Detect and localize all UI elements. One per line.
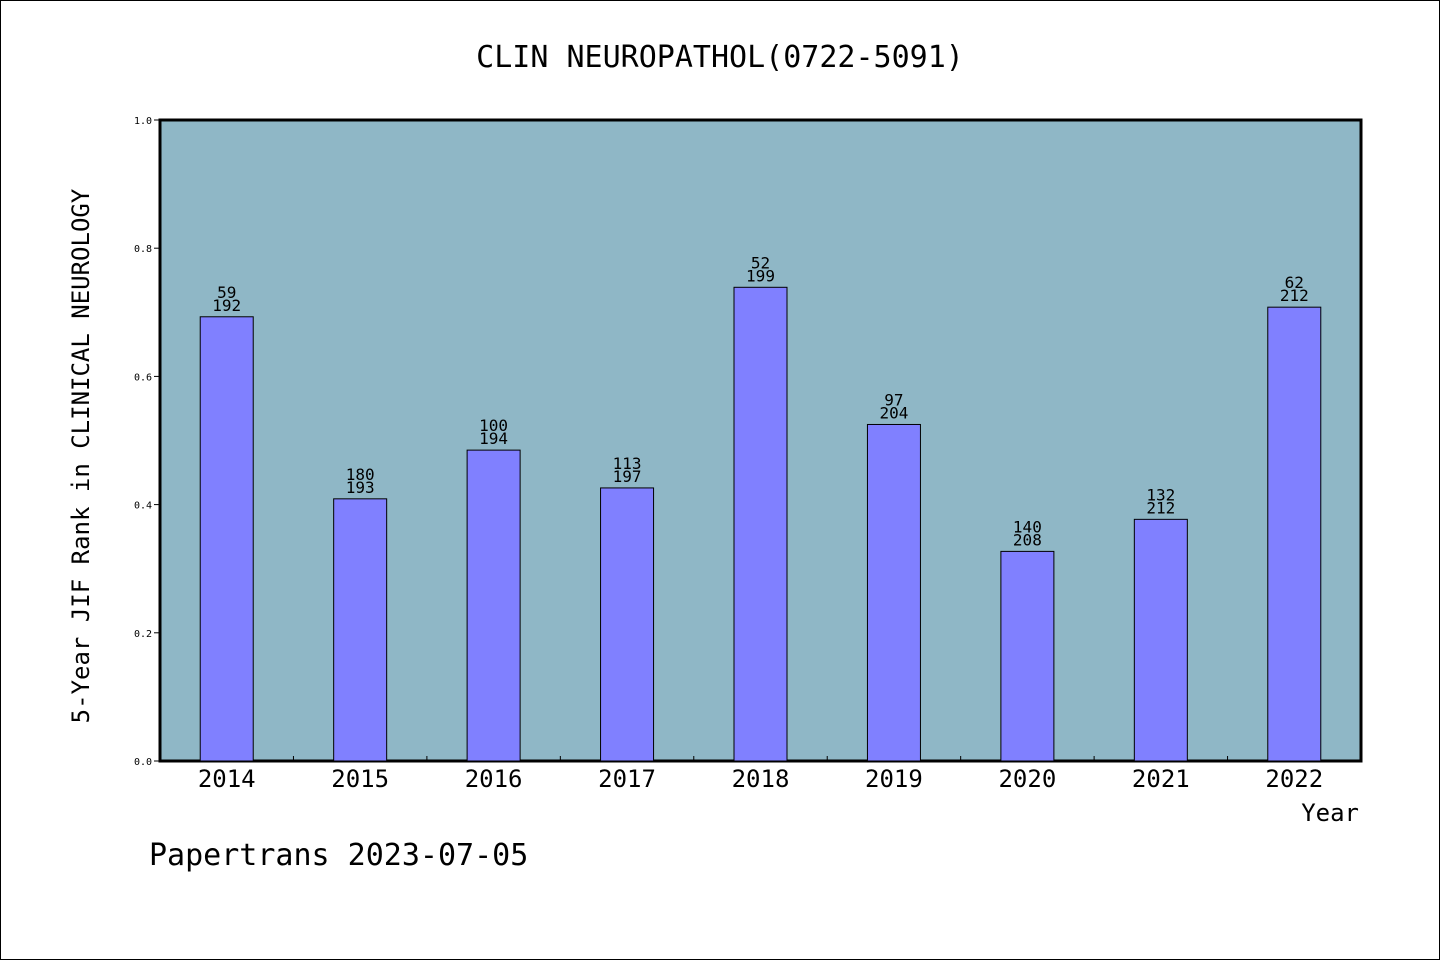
bar-2016 [466,449,521,762]
data-label-total: 192 [212,296,241,315]
y-tick-label: 0.8 [134,244,152,255]
y-tick-label: 0.2 [134,629,152,640]
x-tick-label: 2021 [1132,765,1190,793]
data-label-rank: 180 [346,465,375,484]
y-tick-label: 1.0 [134,116,152,127]
data-label-total: 212 [1280,286,1309,305]
x-tick-label: 2016 [465,765,523,793]
bar-2019 [866,423,921,762]
data-label-total: 193 [346,478,375,497]
y-tick-label: 0.6 [134,372,152,383]
x-tick-label: 2022 [1265,765,1323,793]
chart-title: CLIN NEUROPATHOL(0722-5091) [476,40,964,75]
data-label-rank: 62 [1285,273,1304,292]
data-label-rank: 100 [479,416,508,435]
bar-2015 [333,498,388,762]
footer-credit: Papertrans 2023-07-05 [149,838,528,873]
x-axis-label: Year [1301,799,1359,827]
y-axis-label: 5-Year JIF Rank in CLINICAL NEUROLOGY [67,188,95,723]
y-axis-ticks: 0.0 0.2 0.4 0.6 0.8 1.0 [134,116,160,768]
x-tick-label: 2015 [331,765,389,793]
data-label-rank: 52 [751,253,770,272]
bar-2022 [1267,306,1322,762]
bars-group [199,286,1322,762]
bar-2017 [600,487,655,762]
data-label-rank: 140 [1013,517,1042,536]
x-axis-ticks: 2014 2015 2016 2017 2018 2019 2020 2021 2022 [198,756,1323,793]
x-tick-label: 2014 [198,765,256,793]
x-tick-label: 2020 [998,765,1056,793]
data-label-total: 194 [479,429,508,448]
data-label-total: 199 [746,266,775,285]
bar-2021 [1133,518,1188,762]
y-tick-label: 0.0 [134,757,152,768]
data-label-rank: 97 [884,390,903,409]
data-label-total: 212 [1146,498,1175,517]
y-tick-label: 0.4 [134,501,152,512]
x-tick-label: 2017 [598,765,656,793]
x-tick-label: 2018 [732,765,790,793]
data-label-rank: 113 [613,454,642,473]
data-label-total: 208 [1013,530,1042,549]
x-tick-label: 2019 [865,765,923,793]
bar-2018 [733,286,788,762]
data-label-total: 204 [879,403,908,422]
data-label-rank: 132 [1146,485,1175,504]
bar-2014 [199,316,254,762]
bar-2020 [1000,550,1055,762]
data-label-rank: 59 [217,283,236,302]
data-label-total: 197 [613,467,642,486]
